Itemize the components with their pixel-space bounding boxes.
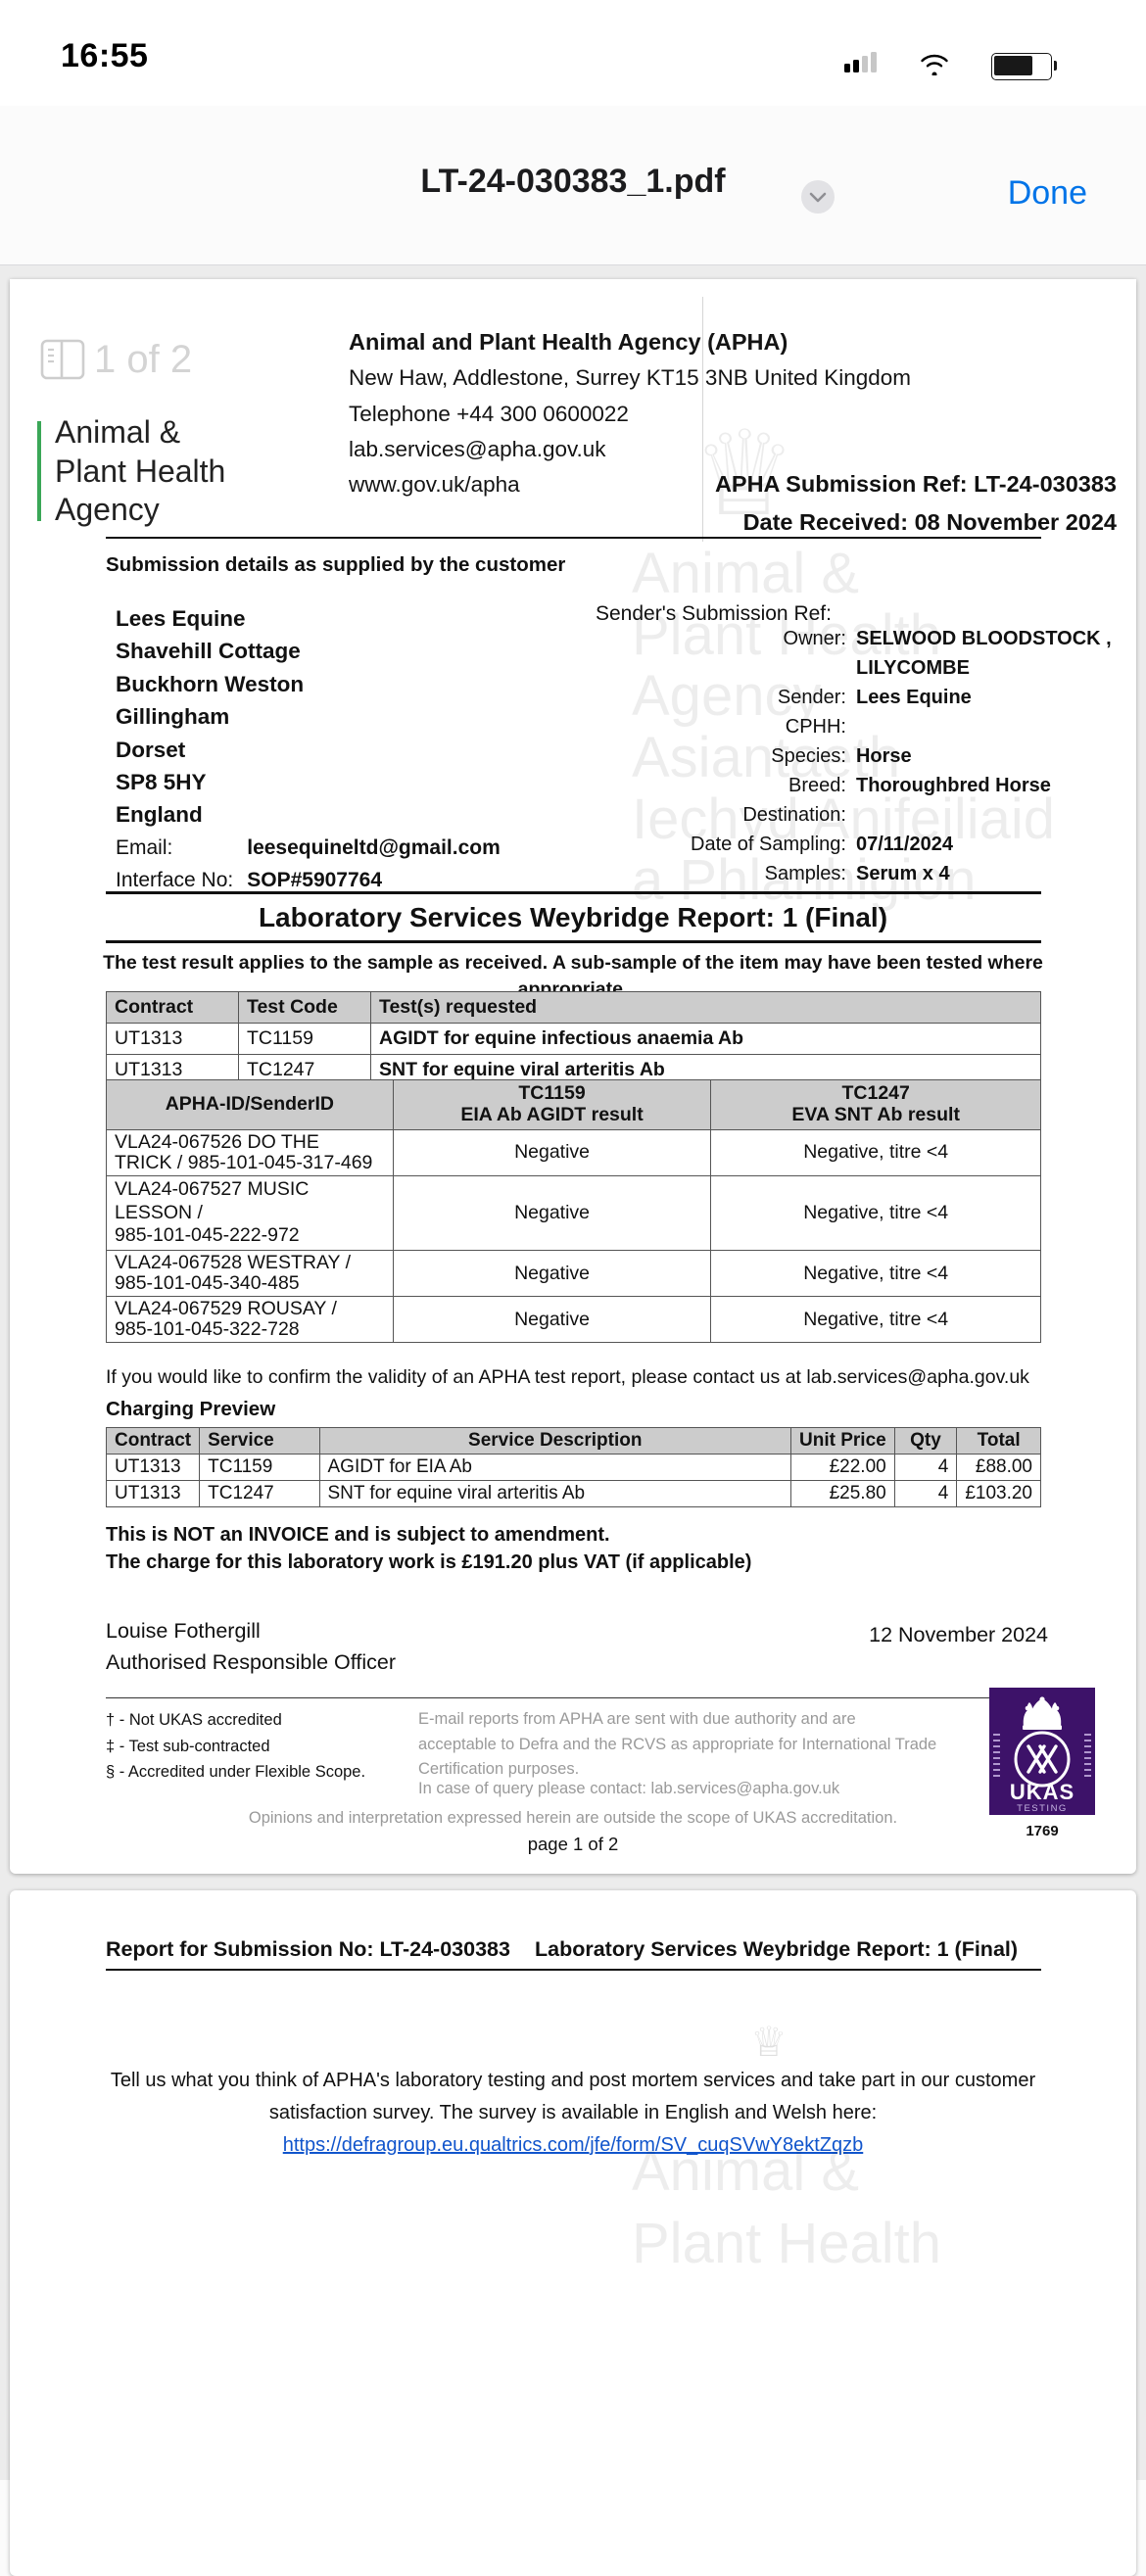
svg-text:UKAS: UKAS [1010,1780,1074,1804]
svg-text:TESTING: TESTING [1017,1803,1068,1814]
